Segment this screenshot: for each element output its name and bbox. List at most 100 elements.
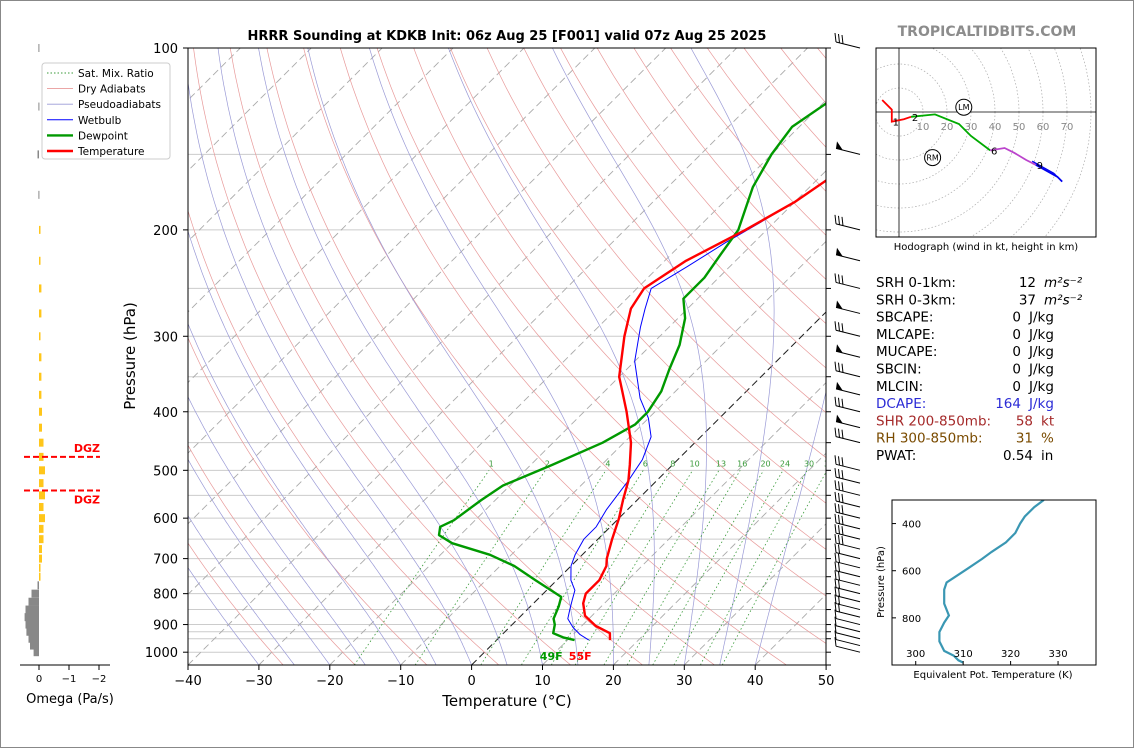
wind-barb-staff (835, 595, 861, 603)
wind-barb-flag (834, 534, 837, 544)
temperature-line (582, 179, 826, 641)
wind-barb-flag (841, 363, 844, 373)
wind-barb-flag (834, 623, 837, 633)
x-tick-label: 30 (676, 674, 693, 689)
param-label: MLCIN: (876, 379, 923, 395)
wind-barb (834, 491, 861, 508)
dgz-label: DGZ (74, 494, 100, 507)
wind-barb-flag (841, 526, 844, 536)
skewt-plot-area (187, 47, 827, 666)
omega-bar (28, 597, 39, 606)
dry-adiabat-line (780, 48, 826, 104)
mixing-ratio-label: 4 (605, 459, 610, 468)
hodograph-ring-label: 50 (1013, 122, 1026, 133)
wind-barb-flag (834, 524, 837, 534)
isotherm-line (188, 48, 737, 596)
wind-barb-staff (835, 618, 861, 626)
wind-barb-pennant (836, 414, 843, 424)
wind-barb (835, 414, 861, 429)
wind-barb-flag (838, 469, 840, 479)
mixing-ratio-line (550, 470, 672, 665)
wind-barb-flag (838, 535, 840, 545)
mixing-ratio-label: 6 (643, 459, 648, 468)
param-value: 0 (1012, 310, 1021, 326)
param-label: SRH 0-1km: (876, 275, 956, 291)
wind-barb-staff (835, 41, 861, 49)
wind-barb-flag (838, 603, 840, 613)
wind-barb-flag (838, 274, 840, 284)
param-label: MUCAPE: (876, 344, 937, 360)
wind-barb (834, 455, 861, 471)
omega-bar (25, 605, 39, 614)
thetae-frame (891, 499, 1097, 666)
wind-barb-flag (838, 456, 840, 466)
pseudoadiabat-line (188, 322, 401, 665)
omega-bar (39, 423, 42, 432)
wind-barb-staff (835, 329, 861, 337)
wind-barb-flag (834, 609, 837, 619)
omega-bar (25, 620, 39, 629)
param-value: 0 (1012, 344, 1021, 360)
wind-barb-flag (834, 480, 837, 490)
hodograph-height-label: 9 (1037, 161, 1043, 172)
omega-bar (38, 44, 40, 52)
param-unit: m²s⁻² (1044, 275, 1083, 291)
omega-bar (39, 524, 44, 533)
dewpoint-line (437, 102, 826, 642)
wind-barb-flag (834, 637, 837, 647)
wind-barb (834, 480, 861, 496)
param-value: 0 (1012, 362, 1021, 378)
wind-barb-staff (835, 561, 861, 569)
isotherm-line (188, 48, 454, 313)
dry-adiabat-line (670, 48, 826, 236)
wind-barb-staff (835, 281, 861, 289)
pseudoadiabat-line (307, 48, 579, 665)
wind-barb (834, 630, 861, 647)
isotherm-line (188, 48, 525, 384)
wind-barb-pennant (836, 381, 843, 391)
wind-barb-flag (838, 362, 840, 372)
wind-barb (834, 570, 861, 586)
hodograph-ring-label: 30 (965, 122, 978, 133)
wind-barb-flag (834, 570, 837, 580)
omega-bar (39, 353, 42, 362)
dry-adiabat-line (188, 444, 356, 665)
wind-barb-flag (834, 561, 837, 571)
omega-bar (39, 309, 42, 318)
omega-x-tick-label: 0 (36, 674, 42, 685)
zero-isotherm-line (471, 311, 826, 665)
x-tick-label: −20 (316, 674, 343, 689)
omega-bar (37, 581, 39, 590)
wind-barb (835, 247, 861, 262)
omega-bar (39, 466, 45, 475)
wind-barb-flag (834, 586, 837, 596)
y-axis-label: Pressure (hPa) (121, 302, 139, 410)
wind-barb-flag (834, 273, 837, 283)
thetae-x-tick-label: 300 (906, 649, 925, 660)
hodograph-ring-label: 10 (917, 122, 930, 133)
wind-barb-staff (835, 625, 861, 633)
wind-barb-staff (835, 463, 861, 471)
wind-barb-flag (838, 215, 840, 225)
isotherm-line (754, 593, 826, 665)
wind-barb-pennant (836, 247, 843, 257)
dgz-label: DGZ (74, 442, 100, 455)
x-tick-label: −10 (387, 674, 414, 689)
dry-adiabat-line (523, 48, 826, 414)
pseudoadiabat-line (258, 48, 543, 665)
wind-barb (834, 602, 861, 618)
wind-barb (834, 214, 861, 231)
isotherm-line (613, 452, 826, 665)
hodograph-segment (910, 113, 991, 152)
y-tick-label: 900 (153, 619, 178, 634)
y-tick-label: 200 (153, 224, 178, 239)
thetae-x-label: Equivalent Pot. Temperature (K) (913, 670, 1072, 681)
param-unit: in (1041, 448, 1053, 464)
wind-barb-flag (838, 514, 840, 524)
param-value: 12 (1019, 275, 1036, 291)
wind-barb (834, 543, 861, 560)
dry-adiabat-line (339, 48, 826, 644)
brand-label: TROPICALTIDBITS.COM (898, 24, 1077, 40)
omega-bar (39, 256, 41, 265)
hodograph-panel: 10 20 30 40 50 60 70 1 2 6 9 LM RM (875, 47, 1097, 238)
